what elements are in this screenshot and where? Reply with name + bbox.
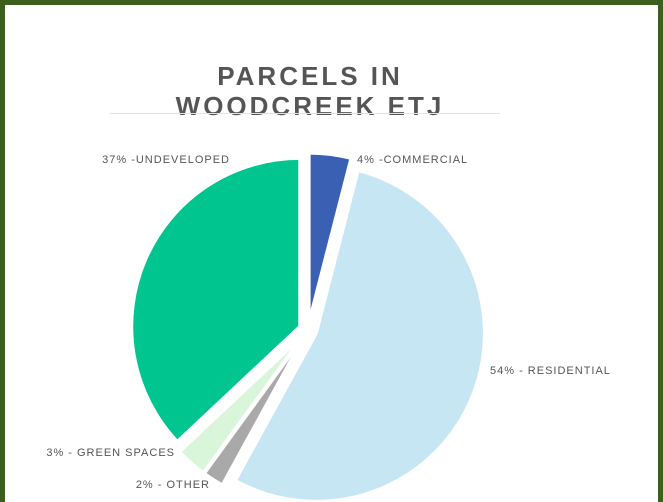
chart-title: PARCELS IN WOODCREEK ETJ	[175, 61, 445, 121]
chart: 4% -COMMERCIAL 54% - RESIDENTIAL 2% - OTHE…	[46, 151, 611, 502]
pie-slice	[233, 168, 486, 502]
slice-label: 37% -UNDEVELOPED	[102, 154, 230, 166]
pie-slice	[307, 151, 353, 322]
slice-label: 4% -COMMERCIAL	[357, 154, 468, 166]
slice-label: 3% - GREEN SPACES	[46, 447, 175, 459]
pie-slice	[130, 156, 302, 444]
slice-label: 54% - RESIDENTIAL	[490, 365, 611, 377]
pie-slice	[177, 335, 304, 475]
slice-label: 2% - OTHER	[136, 479, 210, 491]
title-rule	[110, 113, 500, 114]
